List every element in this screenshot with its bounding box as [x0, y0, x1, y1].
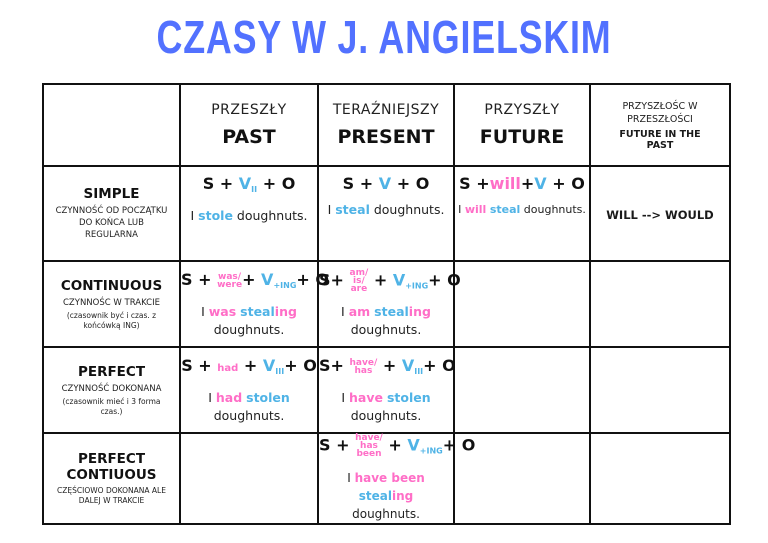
- row-perfect: PERFECT CZYNNOŚĆ DOKONANA (czasownik mie…: [42, 346, 731, 434]
- row-perfect-continuous: PERFECT CONTIUOUS CZĘŚCIOWO DOKONANA ALE…: [42, 432, 731, 525]
- cell-continuous-future: [453, 260, 591, 348]
- cell-perfect-future-in-past: [589, 346, 731, 434]
- col-header-en: FUTURE: [479, 126, 565, 148]
- row-name: CONTIUOUS: [66, 466, 157, 483]
- auxiliary-stack: am/is/are: [349, 267, 369, 294]
- row-continuous: CONTINUOUS CZYNNOŚC W TRAKCIE (czasownik…: [42, 260, 731, 348]
- cell-simple-past: S + VII + O I stole doughnuts.: [179, 165, 319, 262]
- col-header-pl: PRZYSZŁOŚC W PRZESZŁOŚCI: [622, 100, 698, 125]
- formula: S + VII + O: [202, 174, 296, 194]
- row-description: CZYNNOŚC W TRAKCIE: [63, 297, 160, 308]
- example-sentence: I have stolen doughnuts.: [341, 390, 431, 423]
- col-header-pl: PRZYSZŁY: [484, 102, 560, 118]
- cell-perfect-continuous-past: [179, 432, 319, 525]
- row-header-perfect-continuous: PERFECT CONTIUOUS CZĘŚCIOWO DOKONANA ALE…: [42, 432, 181, 525]
- cell-perfect-continuous-present: S + have/has been + V+ING+ O I have been …: [317, 432, 476, 525]
- formula: S + had + VIII+ O: [181, 356, 317, 376]
- example-sentence: I had stolen doughnuts.: [208, 390, 290, 423]
- formula: S + have/has been + V+ING+ O: [319, 433, 476, 459]
- example-sentence: I will steal doughnuts.: [458, 203, 586, 216]
- col-header-past: PRZESZŁY PAST: [179, 83, 319, 167]
- cell-continuous-past: S + was/were + V+ING+ O I was stealing do…: [179, 260, 329, 348]
- auxiliary-stack: have/has: [349, 357, 378, 376]
- row-name: CONTINUOUS: [60, 277, 163, 294]
- row-description: CZYNNOŚĆ DOKONANA: [61, 383, 162, 394]
- col-header-future: PRZYSZŁY FUTURE: [453, 83, 591, 167]
- tenses-table: PRZESZŁY PAST TERAŹNIEJSZY PRESENT PRZYS…: [42, 83, 731, 525]
- row-description: CZĘŚCIOWO DOKONANA ALE DALEJ W TRAKCIE: [57, 485, 166, 505]
- cell-perfect-continuous-future: [453, 432, 591, 525]
- formula: S + was/were + V+ING+ O: [181, 270, 329, 290]
- example-sentence: I have been stealing doughnuts.: [347, 470, 425, 521]
- row-note: (czasownik być i czas. z końcówką ING): [66, 310, 157, 330]
- row-name: SIMPLE: [83, 186, 140, 202]
- formula: S+ am/is/are + V+ING+ O: [319, 267, 461, 294]
- col-header-en: FUTURE IN THE PAST: [619, 128, 701, 151]
- example-sentence: I am stealing doughnuts.: [341, 304, 431, 338]
- example-sentence: I stole doughnuts.: [190, 208, 308, 223]
- cell-perfect-present: S+ have/has + VIII+ O I have stolen doug…: [317, 346, 456, 434]
- would-rule: WILL --> WOULD: [606, 208, 714, 222]
- formula: S + V + O: [342, 174, 430, 193]
- auxiliary-stack: have/has been: [355, 433, 383, 459]
- row-header-continuous: CONTINUOUS CZYNNOŚC W TRAKCIE (czasownik…: [42, 260, 181, 348]
- col-header-en: PRESENT: [337, 126, 435, 148]
- auxiliary-stack: was/were: [217, 271, 243, 290]
- col-header-en: PAST: [222, 126, 276, 148]
- cell-continuous-present: S+ am/is/are + V+ING+ O I am stealing do…: [317, 260, 461, 348]
- col-header-pl: TERAŹNIEJSZY: [332, 102, 440, 118]
- col-header-pl: PRZESZŁY: [211, 102, 287, 118]
- cell-perfect-continuous-future-in-past: [589, 432, 731, 525]
- cell-perfect-past: S + had + VIII+ O I had stolen doughnuts…: [179, 346, 319, 434]
- row-description: CZYNNOŚĆ OD POCZĄTKU DO KOŃCA LUB REGULA…: [55, 206, 168, 240]
- cell-simple-future-in-past: WILL --> WOULD: [589, 165, 731, 262]
- row-header-perfect: PERFECT CZYNNOŚĆ DOKONANA (czasownik mie…: [42, 346, 181, 434]
- row-simple: SIMPLE CZYNNOŚĆ OD POCZĄTKU DO KOŃCA LUB…: [42, 165, 731, 262]
- row-header-simple: SIMPLE CZYNNOŚĆ OD POCZĄTKU DO KOŃCA LUB…: [42, 165, 181, 262]
- header-row: PRZESZŁY PAST TERAŹNIEJSZY PRESENT PRZYS…: [42, 83, 731, 167]
- row-note: (czasownik mieć i 3 forma czas.): [62, 396, 161, 416]
- example-sentence: I was stealing doughnuts.: [201, 304, 297, 337]
- page-title: CZASY W J. ANGIELSKIM: [156, 11, 612, 63]
- row-name: PERFECT: [77, 450, 146, 467]
- cell-continuous-future-in-past: [589, 260, 731, 348]
- corner-cell: [42, 83, 181, 167]
- cell-perfect-future: [453, 346, 591, 434]
- col-header-future-in-past: PRZYSZŁOŚC W PRZESZŁOŚCI FUTURE IN THE P…: [589, 83, 731, 167]
- cell-simple-present: S + V + O I steal doughnuts.: [317, 165, 455, 262]
- col-header-present: TERAŹNIEJSZY PRESENT: [317, 83, 455, 167]
- row-name: PERFECT: [77, 363, 146, 380]
- example-sentence: I steal doughnuts.: [327, 202, 445, 217]
- formula: S+ have/has + VIII+ O: [319, 356, 456, 376]
- formula: S +will+V + O: [459, 174, 585, 193]
- cell-simple-future: S +will+V + O I will steal doughnuts.: [453, 165, 591, 262]
